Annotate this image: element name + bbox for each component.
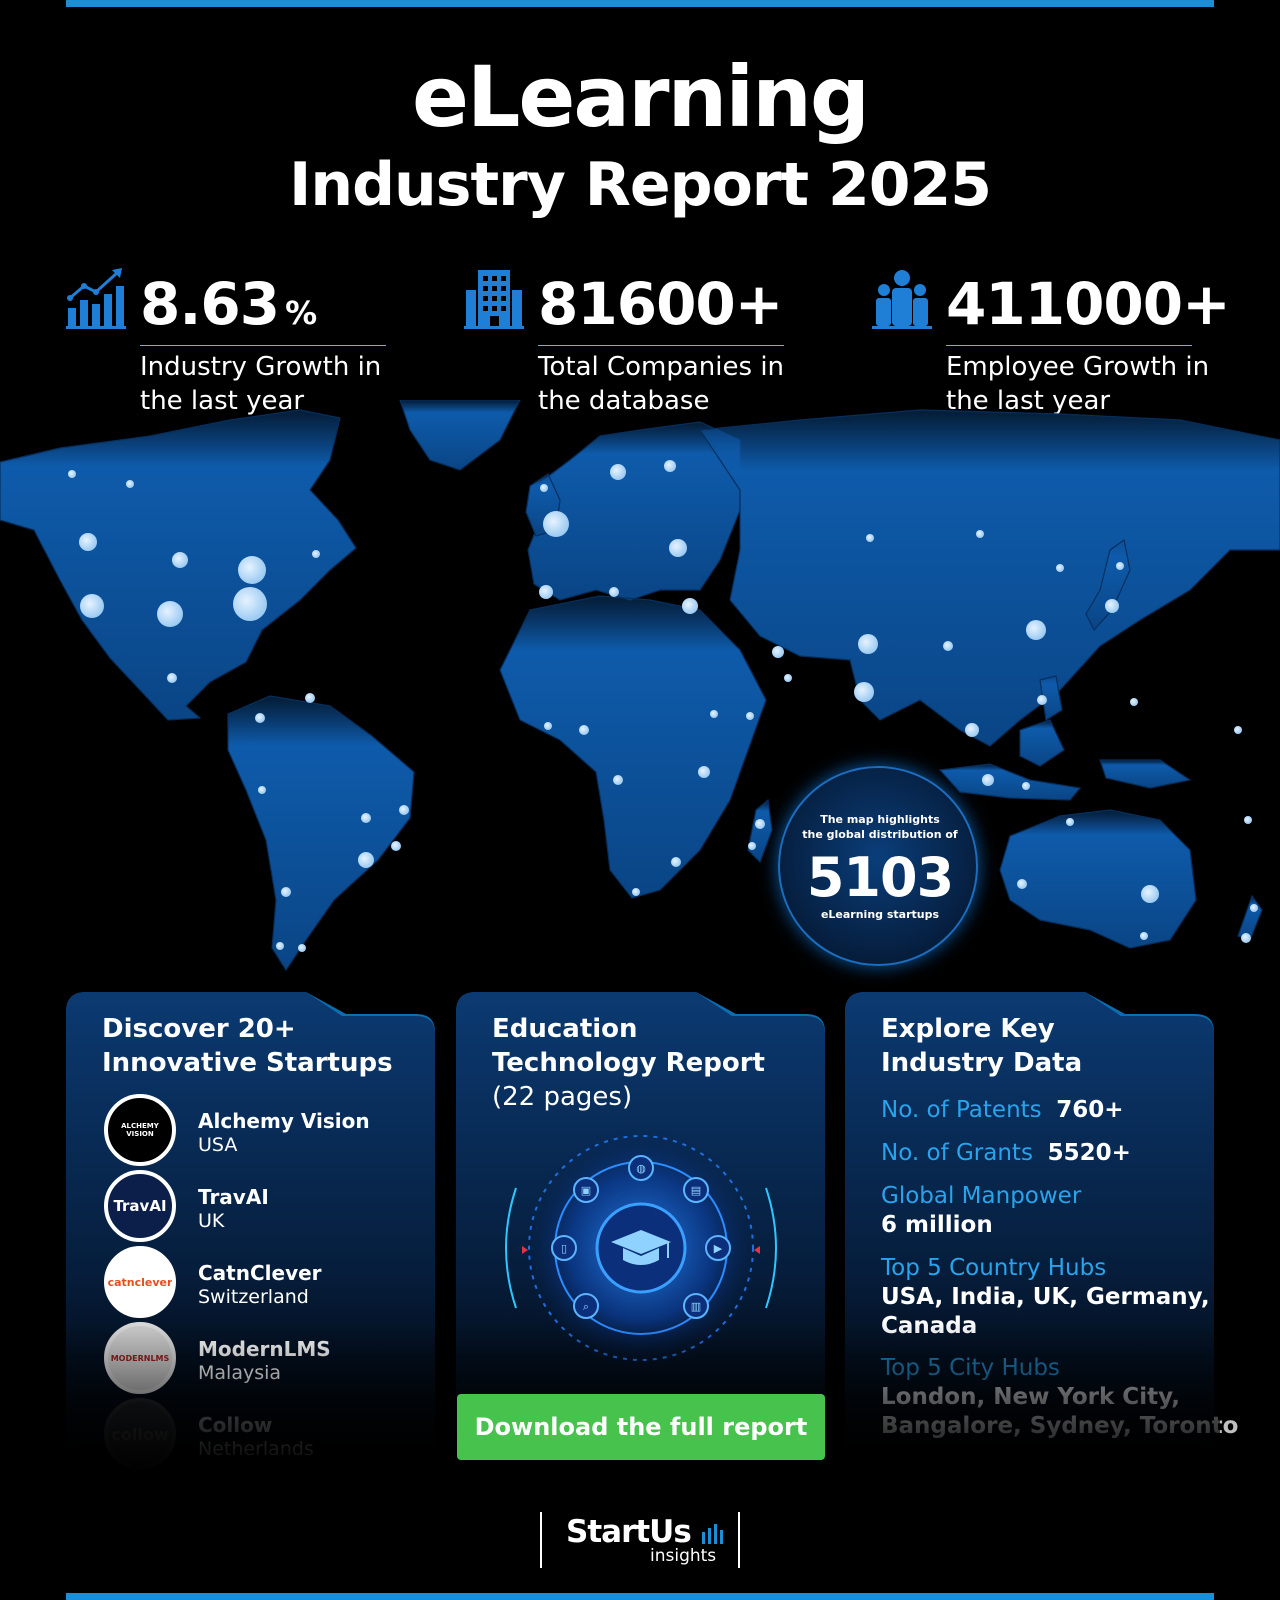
globe-icon: ◍	[636, 1162, 646, 1175]
startup-name: Collow	[198, 1413, 273, 1437]
video-icon: ▶	[714, 1242, 723, 1255]
report-card: Education Technology Report (22 pages)	[456, 992, 825, 1462]
madagascar-shape	[747, 798, 773, 864]
manpower-stat: Global Manpower 6 million	[881, 1183, 1082, 1238]
new-guinea-shape	[1099, 759, 1192, 789]
education-tech-graphic: ◍ ▤ ▶ ▥ ⌕ ▯ ▣	[505, 1128, 777, 1368]
stat-divider	[140, 345, 386, 346]
brand-sub: insights	[650, 1546, 717, 1566]
stat-divider	[946, 345, 1192, 346]
card-heading: Explore Key Industry Data	[881, 1014, 1083, 1078]
download-report-button[interactable]: Download the full report	[457, 1394, 825, 1460]
badge-count: 5103	[806, 846, 954, 909]
startup-logo: MODERNLMS	[104, 1322, 176, 1394]
country-hubs-stat: Top 5 Country Hubs USA, India, UK, Germa…	[881, 1255, 1210, 1339]
search-icon: ⌕	[583, 1300, 589, 1313]
startup-location: Malaysia	[198, 1362, 282, 1384]
new-zealand-shape	[1237, 894, 1263, 941]
badge-intro: The map highlights the global distributio…	[802, 813, 958, 841]
brand-name: StartUs	[566, 1514, 725, 1550]
stat-description: Industry Growth in the last year	[140, 352, 382, 416]
stat-value: 411000+	[946, 270, 1231, 338]
indonesia-shape	[938, 763, 1082, 801]
startup-location: USA	[198, 1134, 238, 1156]
europe-shape	[527, 421, 741, 601]
card-heading: Discover 20+ Innovative Startups	[102, 1014, 393, 1078]
startups-card: Discover 20+ Innovative Startups ALCHEMY …	[66, 992, 435, 1470]
clipboard-icon: ▤	[691, 1184, 701, 1197]
people-icon	[872, 270, 932, 329]
bottom-accent-bar	[66, 1593, 1214, 1600]
startup-markers	[68, 460, 1258, 952]
startup-name: TravAI	[198, 1185, 269, 1209]
startup-name: CatnClever	[198, 1261, 322, 1285]
bar-chart-icon: ▥	[691, 1300, 701, 1313]
asia-shape	[698, 409, 1280, 747]
startup-count-badge: The map highlights the global distributio…	[778, 766, 978, 966]
badge-caption: eLearning startups	[820, 908, 940, 921]
startup-logo: ALCHEMY VISION	[104, 1094, 176, 1166]
patents-stat: No. of Patents 760+	[881, 1097, 1124, 1123]
card-heading: Education Technology Report (22 pages)	[492, 1014, 765, 1112]
building-icon	[464, 270, 524, 329]
page-subtitle: Industry Report 2025	[289, 150, 992, 220]
startup-name: Alchemy Vision	[198, 1109, 370, 1133]
startup-location: Switzerland	[198, 1286, 309, 1308]
australia-shape	[999, 809, 1197, 949]
philippines-shape	[1039, 675, 1063, 721]
greenland-shape	[399, 400, 521, 471]
top-accent-bar	[66, 0, 1214, 7]
startup-logo: TravAI	[104, 1170, 176, 1242]
stat-value: 81600+	[538, 270, 783, 338]
world-map	[0, 400, 1280, 972]
graduation-cap-icon	[611, 1230, 671, 1265]
stat-description: Total Companies in the database	[538, 352, 785, 416]
page-title: eLearning	[411, 48, 870, 146]
startup-logo: catnclever	[104, 1246, 176, 1318]
startup-logo: collow	[104, 1398, 176, 1470]
presentation-icon: ▣	[581, 1184, 591, 1197]
startus-insights-logo: StartUs insights	[540, 1512, 740, 1568]
book-icon: ▯	[561, 1242, 567, 1255]
south-america-shape	[227, 695, 415, 972]
startup-location: UK	[198, 1210, 225, 1232]
stat-divider	[538, 345, 784, 346]
growth-chart-icon	[66, 268, 126, 329]
grants-stat: No. of Grants 5520+	[881, 1140, 1131, 1166]
stat-value: 8.63%	[140, 270, 317, 338]
signal-bars-icon	[701, 1524, 723, 1544]
borneo-shape	[1019, 719, 1065, 767]
city-hubs-stat: Top 5 City Hubs London, New York City, B…	[881, 1355, 1239, 1439]
industry-data-card: Explore Key Industry Data No. of Patents …	[845, 992, 1238, 1462]
stat-description: Employee Growth in the last year	[946, 352, 1210, 416]
startup-name: ModernLMS	[198, 1337, 331, 1361]
africa-shape	[499, 595, 767, 899]
startup-location: Netherlands	[198, 1438, 314, 1460]
